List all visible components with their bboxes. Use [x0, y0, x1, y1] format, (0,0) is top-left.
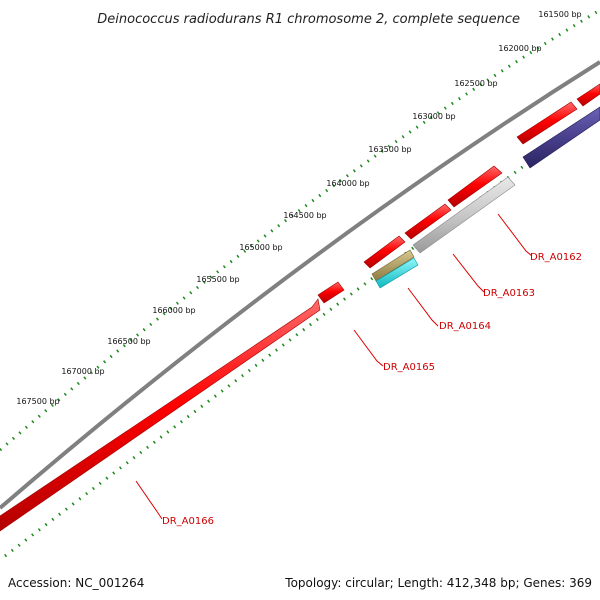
leader-dr-a0165 [353, 329, 384, 367]
gene-dr-a0165[interactable] [317, 281, 345, 304]
chromosome-backbone [0, 60, 600, 510]
ruler-label: 166500 bp [107, 337, 150, 346]
inner-ruler-track [4, 108, 600, 558]
ruler-label: 167000 bp [61, 367, 104, 376]
ruler-label: 166000 bp [152, 306, 195, 315]
ruler-label: 165500 bp [196, 275, 239, 284]
gene-red-fragment[interactable] [363, 235, 406, 269]
leader-lines [135, 213, 533, 520]
ruler-label: 164000 bp [326, 179, 369, 188]
gene-label-dr-a0164[interactable]: DR_A0164 [439, 321, 491, 332]
ruler-label: 163000 bp [412, 112, 455, 121]
accession-text: Accession: NC_001264 [8, 576, 144, 590]
map-title: Deinococcus radiodurans R1 chromosome 2,… [97, 12, 520, 27]
gene-features [0, 83, 600, 532]
gene-dr-a0164-cyan[interactable] [375, 257, 419, 289]
ruler-label: 163500 bp [368, 145, 411, 154]
leader-dr-a0163 [452, 253, 485, 293]
gene-label-dr-a0162[interactable]: DR_A0162 [530, 252, 582, 263]
gene-red-fragment[interactable] [516, 101, 578, 145]
leader-dr-a0162 [497, 213, 533, 257]
gene-label-dr-a0163[interactable]: DR_A0163 [483, 288, 535, 299]
gene-label-dr-a0166[interactable]: DR_A0166 [162, 516, 214, 527]
gene-red-fragment[interactable] [576, 83, 600, 107]
gene-red-fragment[interactable] [447, 165, 503, 208]
summary-text: Topology: circular; Length: 412,348 bp; … [284, 576, 592, 590]
gene-label-dr-a0165[interactable]: DR_A0165 [383, 362, 435, 373]
leader-dr-a0164 [407, 287, 439, 327]
gene-dr-a0163[interactable] [412, 176, 516, 254]
gene-dr-a0162[interactable] [522, 106, 600, 169]
ruler-label: 161500 bp [538, 10, 581, 19]
ruler-label: 165000 bp [239, 243, 282, 252]
ruler-label: 162000 bp [498, 44, 541, 53]
leader-dr-a0166 [135, 480, 163, 520]
gene-red-fragment[interactable] [404, 203, 452, 240]
ruler-labels: 161500 bp 162000 bp 162500 bp 163000 bp … [16, 10, 581, 406]
gene-labels: DR_A0162 DR_A0163 DR_A0164 DR_A0165 DR_A… [162, 252, 582, 527]
ruler-label: 167500 bp [16, 397, 59, 406]
gene-dr-a0166[interactable] [0, 298, 321, 532]
gene-dr-a0164[interactable] [371, 249, 415, 282]
ruler-label: 164500 bp [283, 211, 326, 220]
ruler-label: 162500 bp [454, 79, 497, 88]
